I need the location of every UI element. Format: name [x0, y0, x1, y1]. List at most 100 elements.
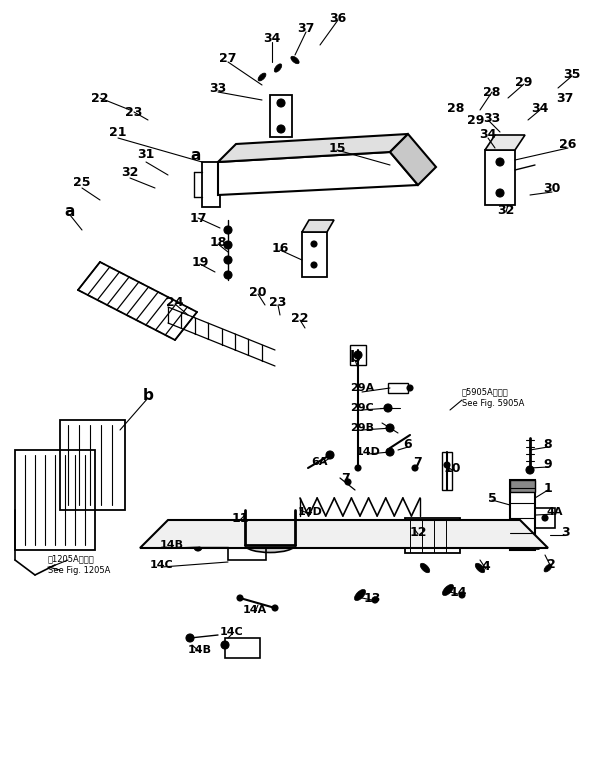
Text: 29A: 29A: [350, 383, 374, 393]
Ellipse shape: [258, 73, 266, 81]
Circle shape: [194, 543, 202, 551]
Circle shape: [427, 530, 437, 540]
Text: 23: 23: [125, 105, 143, 119]
Circle shape: [542, 515, 548, 521]
Ellipse shape: [274, 64, 282, 72]
Bar: [350, 345, 366, 365]
Text: 14C: 14C: [150, 560, 174, 570]
Text: 1: 1: [544, 481, 552, 494]
Bar: [225, 638, 260, 658]
Text: 29B: 29B: [350, 423, 374, 433]
Circle shape: [256, 176, 264, 185]
Circle shape: [326, 451, 334, 459]
Text: 12: 12: [409, 525, 427, 538]
Text: 21: 21: [109, 126, 127, 139]
Text: 22: 22: [291, 311, 309, 325]
Text: 14D: 14D: [356, 447, 381, 457]
Circle shape: [278, 176, 286, 185]
Circle shape: [344, 176, 352, 185]
Text: a: a: [65, 204, 75, 220]
Text: 18: 18: [209, 235, 227, 248]
Text: 20: 20: [249, 285, 267, 298]
Text: 4: 4: [482, 560, 490, 574]
Text: 29: 29: [467, 114, 485, 126]
Bar: [202, 162, 220, 207]
Text: 5: 5: [488, 491, 496, 504]
Circle shape: [224, 226, 232, 234]
Circle shape: [459, 592, 465, 598]
Text: 6: 6: [404, 438, 412, 451]
Circle shape: [277, 99, 285, 107]
Circle shape: [300, 176, 308, 185]
Text: a: a: [191, 148, 201, 164]
Polygon shape: [218, 152, 418, 195]
Bar: [442, 452, 452, 490]
Text: 26: 26: [559, 139, 577, 151]
Circle shape: [221, 641, 229, 649]
Ellipse shape: [245, 537, 295, 553]
Circle shape: [322, 176, 330, 185]
Polygon shape: [302, 220, 334, 232]
Text: 第5905A图参照
See Fig. 5905A: 第5905A图参照 See Fig. 5905A: [462, 388, 524, 408]
Circle shape: [345, 479, 351, 485]
Text: 32: 32: [121, 167, 139, 179]
Text: 14C: 14C: [220, 627, 244, 637]
Circle shape: [496, 189, 504, 197]
Text: 29C: 29C: [350, 403, 374, 413]
Text: 6A: 6A: [312, 457, 328, 467]
Text: 14A: 14A: [243, 605, 267, 615]
Text: 11: 11: [231, 512, 248, 525]
Text: 28: 28: [484, 86, 501, 98]
Polygon shape: [140, 520, 548, 548]
Bar: [535, 508, 555, 528]
Circle shape: [386, 424, 394, 432]
Text: 7: 7: [414, 456, 423, 469]
Bar: [388, 383, 408, 393]
Ellipse shape: [443, 584, 454, 596]
Polygon shape: [485, 135, 525, 150]
Circle shape: [388, 176, 396, 185]
Bar: [510, 480, 535, 492]
Circle shape: [234, 176, 242, 185]
Text: b: b: [143, 388, 153, 403]
Circle shape: [224, 241, 232, 249]
Circle shape: [186, 634, 194, 642]
Text: 34: 34: [531, 101, 549, 114]
Circle shape: [384, 404, 392, 412]
Text: 34: 34: [479, 129, 497, 142]
Circle shape: [372, 597, 378, 603]
Circle shape: [407, 385, 413, 391]
Text: 3: 3: [561, 527, 569, 540]
Bar: [228, 538, 266, 560]
Text: 31: 31: [137, 148, 155, 161]
Text: 19: 19: [191, 256, 209, 269]
Text: 37: 37: [297, 21, 315, 35]
Text: 8: 8: [544, 438, 552, 451]
Circle shape: [412, 465, 418, 471]
Text: 14D: 14D: [298, 507, 322, 517]
Text: 30: 30: [543, 182, 561, 195]
Ellipse shape: [530, 540, 540, 550]
Text: 14B: 14B: [188, 645, 212, 655]
Circle shape: [224, 271, 232, 279]
Polygon shape: [390, 134, 436, 185]
Bar: [405, 518, 460, 553]
Circle shape: [444, 462, 450, 468]
Text: b: b: [350, 350, 361, 366]
Circle shape: [237, 595, 243, 601]
Circle shape: [277, 125, 285, 133]
Ellipse shape: [291, 56, 299, 64]
Ellipse shape: [354, 590, 365, 600]
Text: 13: 13: [364, 591, 381, 605]
Circle shape: [272, 605, 278, 611]
Text: 14B: 14B: [160, 540, 184, 550]
Text: 7: 7: [340, 472, 350, 484]
Text: 28: 28: [448, 101, 465, 114]
Circle shape: [386, 448, 394, 456]
Text: 23: 23: [269, 295, 287, 309]
Text: 27: 27: [219, 51, 237, 64]
Ellipse shape: [544, 564, 552, 572]
Text: 17: 17: [189, 211, 206, 225]
Text: 33: 33: [209, 82, 227, 95]
Circle shape: [496, 158, 504, 166]
